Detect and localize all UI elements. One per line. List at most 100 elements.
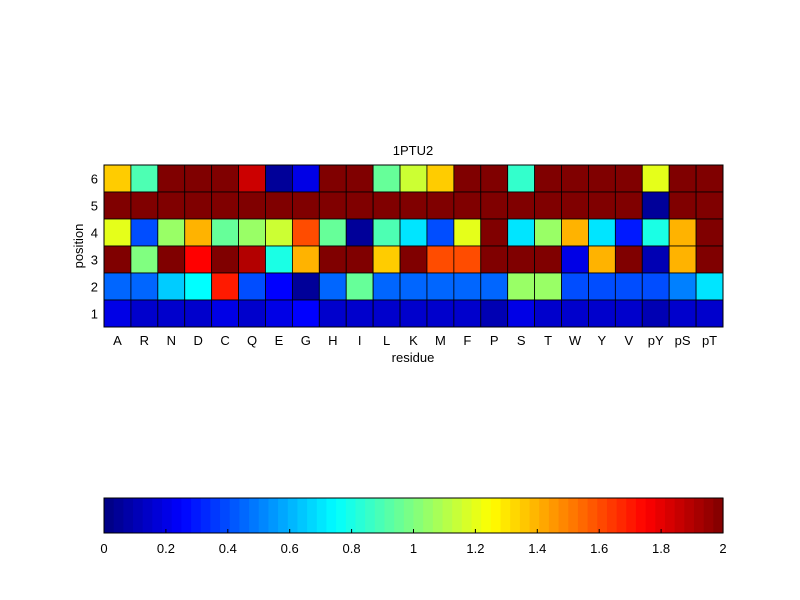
x-tick-label: pT xyxy=(702,333,717,348)
colorbar-tick-label: 0.8 xyxy=(343,541,361,556)
x-tick-label: L xyxy=(383,333,390,348)
heatmap-cell xyxy=(534,272,562,301)
x-tick-label: pS xyxy=(675,333,691,348)
colorbar-step xyxy=(191,498,202,533)
colorbar-step xyxy=(104,498,115,533)
x-tick-label: V xyxy=(624,333,633,348)
heatmap-cell xyxy=(641,218,670,247)
heatmap-cell xyxy=(318,164,347,193)
heatmap-cell xyxy=(211,245,239,274)
x-tick-label: W xyxy=(569,333,582,348)
colorbar-step xyxy=(568,498,579,533)
heatmap-cell xyxy=(318,218,347,247)
colorbar-step xyxy=(635,498,647,533)
colorbar-step xyxy=(452,498,463,533)
colorbar-gradient xyxy=(104,498,724,533)
heatmap-cell xyxy=(561,218,589,247)
heatmap-cell xyxy=(372,272,401,301)
colorbar-step xyxy=(249,498,260,533)
colorbar-tick-label: 0.2 xyxy=(157,541,175,556)
heatmap-cell xyxy=(184,164,213,193)
heatmap-cell xyxy=(345,191,374,220)
colorbar-step xyxy=(374,498,386,533)
heatmap-cell xyxy=(641,299,670,328)
colorbar-step xyxy=(500,498,511,533)
heatmap-cell xyxy=(399,191,428,220)
x-tick-label: T xyxy=(544,333,552,348)
colorbar-step xyxy=(461,498,473,533)
colorbar-step xyxy=(481,498,492,533)
colorbar-step xyxy=(413,498,424,533)
heatmap-cell xyxy=(157,272,186,301)
heatmap-cell xyxy=(695,164,724,193)
y-tick-label: 5 xyxy=(91,199,98,214)
heatmap-cell xyxy=(453,164,482,193)
heatmap-cell xyxy=(372,245,401,274)
heatmap-cell xyxy=(507,191,536,220)
colorbar-step xyxy=(490,498,502,533)
y-tick-label: 4 xyxy=(91,226,98,241)
heatmap-cell xyxy=(103,191,132,220)
colorbar-tick-label: 1.4 xyxy=(528,541,546,556)
heatmap-cell xyxy=(184,191,213,220)
heatmap-cell xyxy=(453,272,482,301)
x-tick-label: pY xyxy=(648,333,664,348)
colorbar-step xyxy=(645,498,656,533)
heatmap-cell xyxy=(534,218,562,247)
heatmap-cell xyxy=(641,272,670,301)
colorbar-step xyxy=(626,498,637,533)
colorbar-step xyxy=(200,498,211,533)
colorbar-step xyxy=(133,498,144,533)
heatmap-cell xyxy=(265,191,293,220)
colorbar-step xyxy=(587,498,598,533)
colorbar-step xyxy=(655,498,666,533)
heatmap-cell xyxy=(561,272,589,301)
colorbar-tick-label: 0 xyxy=(100,541,107,556)
x-tick-label: P xyxy=(490,333,499,348)
chart-title: 1PTU2 xyxy=(393,143,433,158)
heatmap-cell xyxy=(534,191,562,220)
x-tick-label: R xyxy=(140,333,149,348)
colorbar-step xyxy=(597,498,608,533)
heatmap-cell xyxy=(534,245,562,274)
colorbar-step xyxy=(345,498,357,533)
heatmap-cell xyxy=(641,245,670,274)
y-tick-label: 2 xyxy=(91,280,98,295)
x-tick-label: F xyxy=(463,333,471,348)
colorbar-step xyxy=(713,498,724,533)
heatmap-cell xyxy=(614,245,643,274)
heatmap-cell xyxy=(265,272,293,301)
heatmap-cell xyxy=(561,245,589,274)
heatmap-cell xyxy=(211,191,239,220)
colorbar-step xyxy=(287,498,299,533)
heatmap-cell xyxy=(534,164,562,193)
heatmap-cell xyxy=(372,191,401,220)
heatmap-cell xyxy=(399,299,428,328)
heatmap-cell xyxy=(291,245,320,274)
heatmap-cell xyxy=(399,218,428,247)
x-tick-label: M xyxy=(435,333,446,348)
x-tick-label: Y xyxy=(598,333,607,348)
colorbar-step xyxy=(548,498,560,533)
colorbar-step xyxy=(355,498,366,533)
heatmap-cell xyxy=(372,299,401,328)
y-tick-label: 6 xyxy=(91,172,98,187)
heatmap-cell xyxy=(668,164,697,193)
heatmap-cell xyxy=(668,299,697,328)
colorbar-step xyxy=(423,498,434,533)
heatmap-cell xyxy=(372,164,401,193)
colorbar-step xyxy=(220,498,231,533)
colorbar-step xyxy=(703,498,714,533)
colorbar-step xyxy=(365,498,376,533)
heatmap-cell xyxy=(130,245,159,274)
colorbar-step xyxy=(684,498,695,533)
colorbar-step xyxy=(278,498,289,533)
heatmap-cell xyxy=(561,164,589,193)
x-axis-label: residue xyxy=(392,350,435,365)
heatmap-cell xyxy=(426,245,455,274)
heatmap-cell xyxy=(614,218,643,247)
heatmap-cell xyxy=(614,191,643,220)
heatmap-cell xyxy=(130,164,159,193)
colorbar-tick-label: 0.4 xyxy=(219,541,237,556)
colorbar-step xyxy=(693,498,705,533)
